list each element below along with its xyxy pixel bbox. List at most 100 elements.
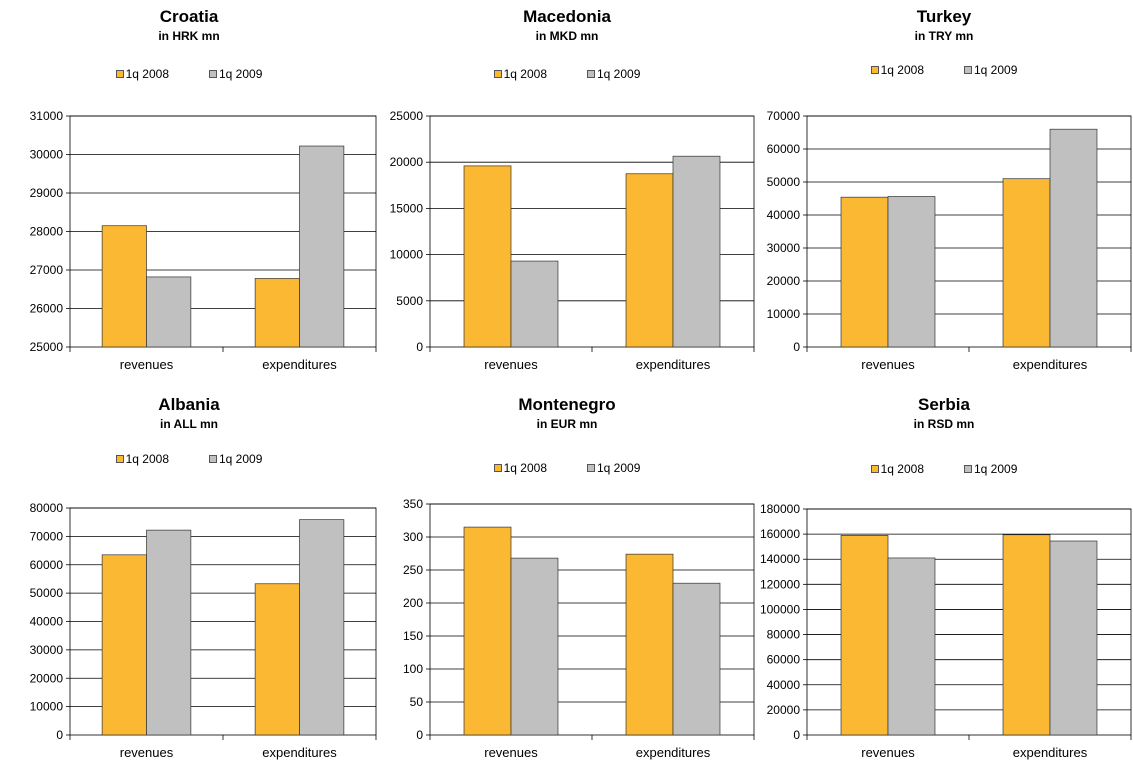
- y-tick-label: 30000: [30, 643, 64, 657]
- bar-revenues-1q-2008: [840, 535, 889, 736]
- bar-expenditures-1q-2008: [625, 553, 674, 736]
- legend-item: 1q 2009: [964, 62, 1017, 78]
- y-tick-label: 50000: [767, 175, 801, 189]
- legend-item: 1q 2008: [493, 460, 547, 476]
- chart-plot: 0 5000 10000 15000 20000 25000 revenues expendi…: [390, 109, 755, 372]
- chart-subtitle: in HRK mn: [158, 29, 220, 43]
- legend-swatch: [209, 70, 217, 78]
- chart-legend: 1q 2008 1q 2009: [0, 451, 378, 467]
- y-tick-label: 30000: [30, 148, 64, 162]
- legend-swatch: [870, 66, 879, 74]
- bar-revenues-1q-2008: [101, 225, 147, 348]
- bar-expenditures-1q-2009: [299, 145, 345, 348]
- y-tick-label: 100000: [760, 602, 800, 616]
- chart-title: Serbia: [918, 395, 970, 414]
- legend-label: 1q 2009: [597, 67, 641, 81]
- legend-label: 1q 2009: [974, 63, 1018, 77]
- y-tick-label: 70000: [30, 529, 64, 543]
- y-tick-label: 25000: [30, 340, 64, 354]
- bar-expenditures-1q-2008: [254, 583, 300, 736]
- legend-item: 1q 2008: [115, 66, 169, 82]
- bar-revenues-1q-2008: [840, 196, 889, 348]
- y-tick-label: 31000: [30, 109, 64, 123]
- chart-panel-croatia: Croatia in HRK mn 1q 2008 1q 2009 25000 26000…: [0, 0, 378, 380]
- chart-plot: 0 20000 40000 60000 80000 100000 120000 140000 1…: [760, 502, 1132, 760]
- y-tick-label: 250: [403, 563, 423, 577]
- y-tick-label: 25000: [390, 109, 424, 123]
- legend-item: 1q 2009: [587, 66, 640, 82]
- legend-item: 1q 2008: [870, 62, 924, 78]
- chart-subtitle: in MKD mn: [535, 29, 599, 43]
- legend-item: 1q 2009: [209, 451, 262, 467]
- bar-expenditures-1q-2009: [672, 582, 721, 736]
- legend-label: 1q 2008: [125, 67, 169, 81]
- legend-label: 1q 2008: [880, 462, 924, 476]
- y-tick-label: 350: [403, 497, 423, 511]
- y-tick-label: 5000: [396, 294, 423, 308]
- legend-label: 1q 2008: [880, 63, 924, 77]
- y-tick-label: 27000: [30, 263, 64, 277]
- bar-revenues-1q-2008: [463, 526, 512, 736]
- chart-title: Croatia: [159, 7, 219, 26]
- x-category-label: revenues: [861, 745, 915, 760]
- bar-expenditures-1q-2009: [1049, 128, 1098, 348]
- y-tick-label: 140000: [760, 552, 800, 566]
- chart-legend: 1q 2008 1q 2009: [378, 460, 756, 476]
- legend-item: 1q 2008: [870, 461, 924, 477]
- bar-expenditures-1q-2009: [672, 155, 721, 348]
- chart-panel-montenegro: Montenegro in EUR mn 1q 2008 1q 2009 0 50 100 1…: [378, 388, 756, 768]
- chart-plot: 0 10000 20000 30000 40000 50000 60000 70000 8000…: [30, 501, 377, 760]
- legend-label: 1q 2008: [503, 67, 547, 81]
- y-tick-label: 60000: [767, 653, 801, 667]
- chart-plot: 25000 26000 27000 28000 29000 30000 31000 reven…: [30, 109, 377, 372]
- y-tick-label: 0: [793, 728, 800, 742]
- legend-swatch: [115, 455, 124, 463]
- y-tick-label: 0: [416, 340, 423, 354]
- y-tick-label: 160000: [760, 527, 800, 541]
- legend-swatch: [493, 464, 502, 472]
- y-tick-label: 120000: [760, 577, 800, 591]
- chart-legend: 1q 2008 1q 2009: [755, 461, 1133, 477]
- y-tick-label: 10000: [390, 248, 424, 262]
- chart-subtitle: in ALL mn: [160, 417, 218, 431]
- bar-revenues-1q-2009: [510, 557, 559, 736]
- y-tick-label: 28000: [30, 225, 64, 239]
- x-category-label: expenditures: [1013, 745, 1088, 760]
- chart-panel-albania: Albania in ALL mn 1q 2008 1q 2009 0 10000 2000…: [0, 388, 378, 768]
- x-category-label: expenditures: [262, 357, 337, 372]
- chart-subtitle: in TRY mn: [914, 29, 974, 43]
- bar-revenues-1q-2008: [463, 165, 512, 348]
- y-tick-label: 20000: [767, 274, 801, 288]
- chart-subtitle: in EUR mn: [536, 417, 598, 431]
- x-category-label: expenditures: [262, 745, 337, 760]
- legend-swatch: [209, 455, 217, 463]
- chart-title: Albania: [158, 395, 220, 414]
- legend-swatch: [587, 70, 595, 78]
- legend-item: 1q 2008: [115, 451, 169, 467]
- legend-label: 1q 2009: [219, 452, 263, 466]
- y-tick-label: 20000: [390, 155, 424, 169]
- x-category-label: revenues: [120, 745, 174, 760]
- y-tick-label: 29000: [30, 186, 64, 200]
- bar-expenditures-1q-2009: [1049, 540, 1098, 736]
- chart-title: Turkey: [916, 7, 972, 26]
- x-category-label: expenditures: [636, 357, 711, 372]
- x-category-label: revenues: [484, 745, 538, 760]
- bar-revenues-1q-2009: [887, 557, 936, 736]
- legend-item: 1q 2009: [209, 66, 262, 82]
- y-tick-label: 40000: [30, 615, 64, 629]
- bar-expenditures-1q-2009: [299, 519, 345, 736]
- bar-revenues-1q-2008: [101, 554, 147, 736]
- x-category-label: revenues: [861, 357, 915, 372]
- chart-legend: 1q 2008 1q 2009: [378, 66, 756, 82]
- legend-label: 1q 2009: [219, 67, 263, 81]
- chart-legend: 1q 2008 1q 2009: [0, 66, 378, 82]
- bar-revenues-1q-2009: [146, 276, 192, 348]
- legend-item: 1q 2009: [587, 460, 640, 476]
- y-tick-label: 80000: [30, 501, 64, 515]
- y-tick-label: 180000: [760, 502, 800, 516]
- legend-label: 1q 2008: [503, 461, 547, 475]
- chart-legend: 1q 2008 1q 2009: [755, 62, 1133, 78]
- y-tick-label: 100: [403, 662, 423, 676]
